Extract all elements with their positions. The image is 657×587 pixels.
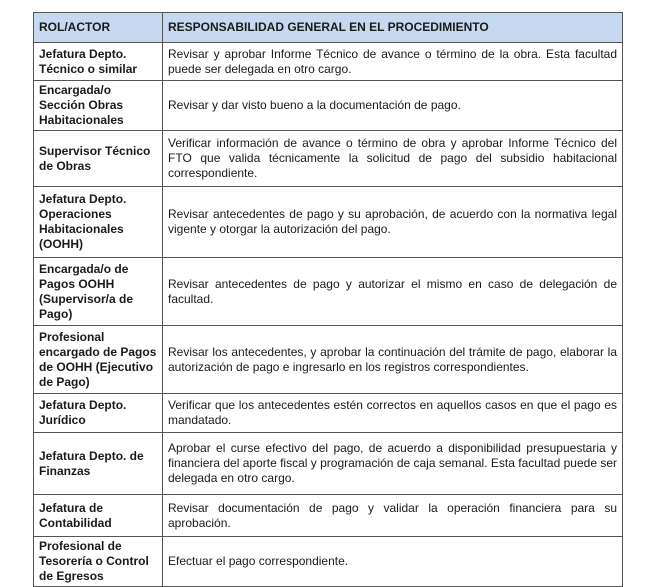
- role-cell: Jefatura Depto. de Finanzas: [33, 432, 163, 495]
- role-cell: Encargada/o Sección Obras Habitacionales: [33, 80, 163, 131]
- table-row: Jefatura Depto. Jurídico Verificar que lo…: [33, 393, 623, 433]
- responsibility-cell: Revisar antecedentes de pago y su aproba…: [162, 186, 623, 258]
- responsibility-cell: Revisar antecedentes de pago y autorizar…: [162, 257, 623, 326]
- responsibility-cell: Verificar que los antecedentes estén cor…: [162, 393, 623, 433]
- responsibility-cell: Revisar documentación de pago y validar …: [162, 494, 623, 537]
- responsibility-cell: Revisar y aprobar Informe Técnico de ava…: [162, 42, 623, 81]
- table-row: Jefatura Depto. de Finanzas Aprobar el cu…: [33, 432, 623, 495]
- table-row: Supervisor Técnico de Obras Verificar inf…: [33, 130, 623, 187]
- table-row: Encargada/o Sección Obras Habitacionales…: [33, 80, 623, 131]
- responsibilities-table: ROL/ACTOR RESPONSABILIDAD GENERAL EN EL …: [33, 12, 623, 587]
- role-cell: Jefatura Depto. Técnico o similar: [33, 42, 163, 81]
- role-cell: Profesional encargado de Pagos de OOHH (…: [33, 325, 163, 394]
- header-responsibility: RESPONSABILIDAD GENERAL EN EL PROCEDIMIE…: [162, 12, 623, 43]
- table-row: Jefatura de Contabilidad Revisar document…: [33, 494, 623, 537]
- responsibility-cell: Revisar los antecedentes, y aprobar la c…: [162, 325, 623, 394]
- header-role: ROL/ACTOR: [33, 12, 163, 43]
- table-row: Encargada/o de Pagos OOHH (Supervisor/a …: [33, 257, 623, 326]
- role-cell: Profesional de Tesorería o Control de Eg…: [33, 536, 163, 587]
- role-cell: Supervisor Técnico de Obras: [33, 130, 163, 187]
- role-cell: Jefatura Depto. Operaciones Habitacional…: [33, 186, 163, 258]
- table-row: Profesional de Tesorería o Control de Eg…: [33, 536, 623, 587]
- table-row: Jefatura Depto. Técnico o similar Revisar…: [33, 42, 623, 81]
- responsibility-cell: Verificar información de avance o términ…: [162, 130, 623, 187]
- table-row: Jefatura Depto. Operaciones Habitacional…: [33, 186, 623, 258]
- role-cell: Jefatura Depto. Jurídico: [33, 393, 163, 433]
- header-row: ROL/ACTOR RESPONSABILIDAD GENERAL EN EL …: [33, 12, 623, 43]
- responsibility-cell: Efectuar el pago correspondiente.: [162, 536, 623, 587]
- role-cell: Encargada/o de Pagos OOHH (Supervisor/a …: [33, 257, 163, 326]
- responsibility-cell: Aprobar el curse efectivo del pago, de a…: [162, 432, 623, 495]
- role-cell: Jefatura de Contabilidad: [33, 494, 163, 537]
- responsibility-cell: Revisar y dar visto bueno a la documenta…: [162, 80, 623, 131]
- table-row: Profesional encargado de Pagos de OOHH (…: [33, 325, 623, 394]
